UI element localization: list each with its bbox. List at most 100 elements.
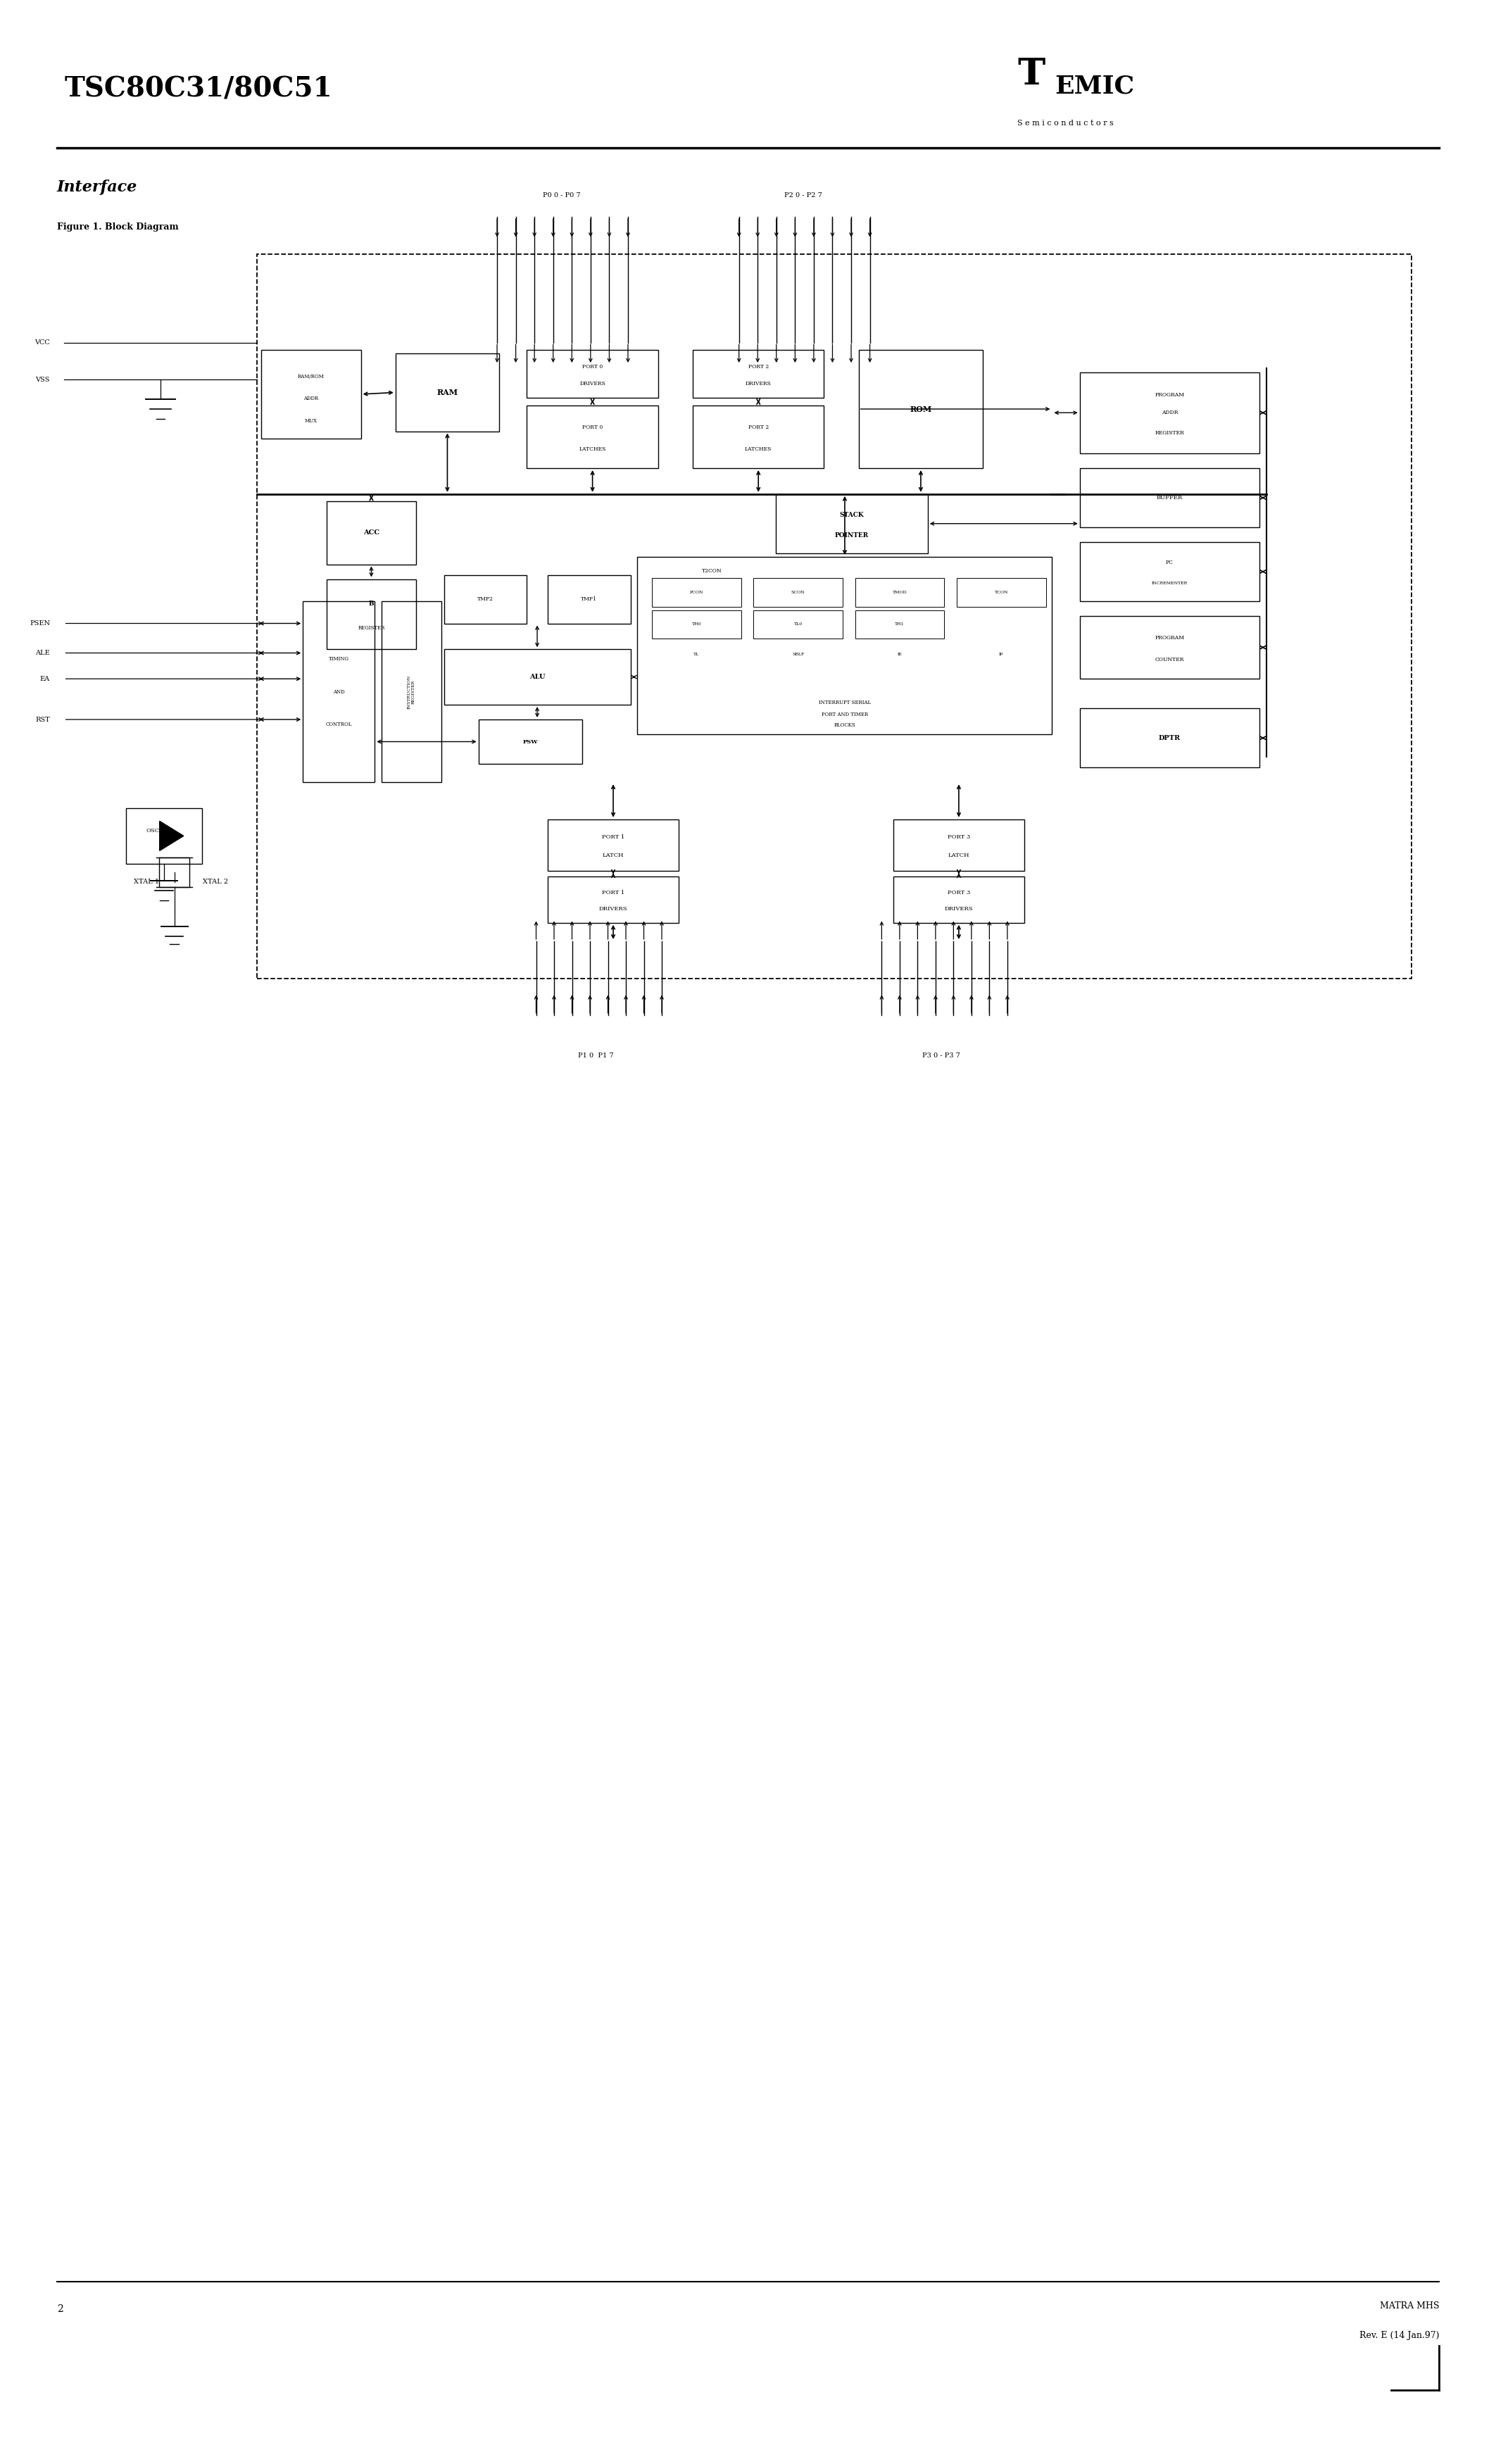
Text: TH1: TH1: [895, 623, 905, 626]
Text: INTERRUPT SERIAL: INTERRUPT SERIAL: [818, 700, 871, 705]
Bar: [754, 611, 842, 638]
Text: ADDR: ADDR: [304, 397, 319, 402]
Text: LATCH: LATCH: [948, 853, 969, 857]
Text: P2 0 - P2 7: P2 0 - P2 7: [784, 192, 823, 200]
Bar: [548, 577, 630, 623]
Bar: [1080, 468, 1260, 527]
Text: OSC: OSC: [145, 828, 159, 833]
Text: TIMING: TIMING: [329, 655, 349, 663]
Bar: [527, 407, 658, 468]
Bar: [637, 557, 1052, 734]
Bar: [893, 877, 1025, 924]
Text: EMIC: EMIC: [1055, 74, 1134, 99]
Text: LATCH: LATCH: [603, 853, 624, 857]
Text: TMP1: TMP1: [580, 596, 597, 601]
Text: TSC80C31/80C51: TSC80C31/80C51: [64, 76, 332, 101]
Text: LATCHES: LATCHES: [745, 446, 772, 451]
Text: CONTROL: CONTROL: [326, 722, 352, 727]
Text: T2CON: T2CON: [702, 569, 723, 574]
Text: T: T: [1017, 57, 1044, 91]
Text: P1 0  P1 7: P1 0 P1 7: [577, 1052, 613, 1060]
Text: POINTER: POINTER: [835, 532, 869, 540]
Text: COUNTER: COUNTER: [1155, 658, 1185, 663]
Bar: [257, 254, 1412, 978]
Text: PORT 3: PORT 3: [947, 890, 969, 894]
Bar: [652, 579, 741, 606]
Text: PORT 0: PORT 0: [582, 365, 603, 370]
Text: PROGRAM: PROGRAM: [1155, 636, 1185, 641]
Text: IP: IP: [999, 653, 1004, 655]
Bar: [1080, 616, 1260, 680]
Bar: [381, 601, 441, 784]
Text: XTAL 2: XTAL 2: [203, 880, 229, 885]
Text: PORT 3: PORT 3: [947, 835, 969, 840]
Text: SBLF: SBLF: [791, 653, 805, 655]
Text: RST: RST: [36, 717, 49, 722]
Text: TL0: TL0: [794, 623, 802, 626]
Text: PROGRAM: PROGRAM: [1155, 392, 1185, 397]
Text: ACC: ACC: [364, 530, 380, 537]
Text: DRIVERS: DRIVERS: [598, 907, 627, 912]
Bar: [326, 500, 416, 564]
Text: RAM: RAM: [437, 389, 458, 397]
Text: ADDR: ADDR: [1161, 409, 1177, 416]
Text: Interface: Interface: [57, 180, 138, 195]
Bar: [859, 350, 983, 468]
Text: PORT 2: PORT 2: [748, 424, 769, 431]
Bar: [775, 495, 928, 554]
Polygon shape: [160, 821, 184, 850]
Text: DPTR: DPTR: [1158, 734, 1180, 742]
Text: MUX: MUX: [305, 419, 317, 424]
Bar: [302, 601, 375, 784]
Bar: [479, 719, 582, 764]
Bar: [856, 579, 944, 606]
Bar: [856, 611, 944, 638]
Text: PORT 1: PORT 1: [601, 890, 624, 894]
Text: STACK: STACK: [839, 513, 863, 517]
Bar: [444, 577, 527, 623]
Bar: [395, 352, 500, 431]
Text: LATCHES: LATCHES: [579, 446, 606, 451]
Bar: [754, 579, 842, 606]
Text: Rev. E (14 Jan.97): Rev. E (14 Jan.97): [1360, 2331, 1439, 2341]
Text: PC: PC: [1165, 559, 1173, 567]
Text: DRIVERS: DRIVERS: [579, 382, 606, 387]
Text: TL: TL: [694, 653, 700, 655]
Text: AND: AND: [334, 690, 344, 695]
Bar: [652, 611, 741, 638]
Bar: [693, 407, 824, 468]
Text: VCC: VCC: [34, 340, 49, 345]
Text: TCON: TCON: [995, 591, 1008, 594]
Text: TMP2: TMP2: [477, 596, 494, 601]
Text: 2: 2: [57, 2304, 63, 2314]
Text: ROM: ROM: [910, 404, 932, 414]
Text: EA: EA: [40, 675, 49, 683]
Text: XTAL 1: XTAL 1: [135, 880, 160, 885]
Bar: [957, 579, 1046, 606]
Text: PCON: PCON: [690, 591, 703, 594]
Text: SCON: SCON: [791, 591, 805, 594]
Bar: [1080, 710, 1260, 769]
Text: PORT 2: PORT 2: [748, 365, 769, 370]
Text: TMOD: TMOD: [893, 591, 907, 594]
Text: PORT 0: PORT 0: [582, 424, 603, 431]
Bar: [160, 857, 190, 887]
Text: DRIVERS: DRIVERS: [745, 382, 772, 387]
Text: ALU: ALU: [530, 673, 545, 680]
Text: VSS: VSS: [36, 377, 49, 382]
Text: ALE: ALE: [36, 650, 49, 655]
Text: Figure 1. Block Diagram: Figure 1. Block Diagram: [57, 222, 178, 232]
Text: REGISTER: REGISTER: [1155, 431, 1185, 436]
Text: BUFFER: BUFFER: [1156, 495, 1183, 500]
Bar: [326, 579, 416, 650]
Text: PSW: PSW: [522, 739, 539, 744]
Bar: [262, 350, 361, 439]
Text: RAM/ROM: RAM/ROM: [298, 375, 325, 379]
Text: IE: IE: [898, 653, 902, 655]
Bar: [1080, 372, 1260, 453]
Text: P0 0 - P0 7: P0 0 - P0 7: [543, 192, 580, 200]
Text: B: B: [368, 601, 374, 606]
Text: INCREMENTER: INCREMENTER: [1152, 582, 1188, 586]
Text: PORT AND TIMER: PORT AND TIMER: [821, 712, 868, 717]
Bar: [444, 650, 630, 705]
